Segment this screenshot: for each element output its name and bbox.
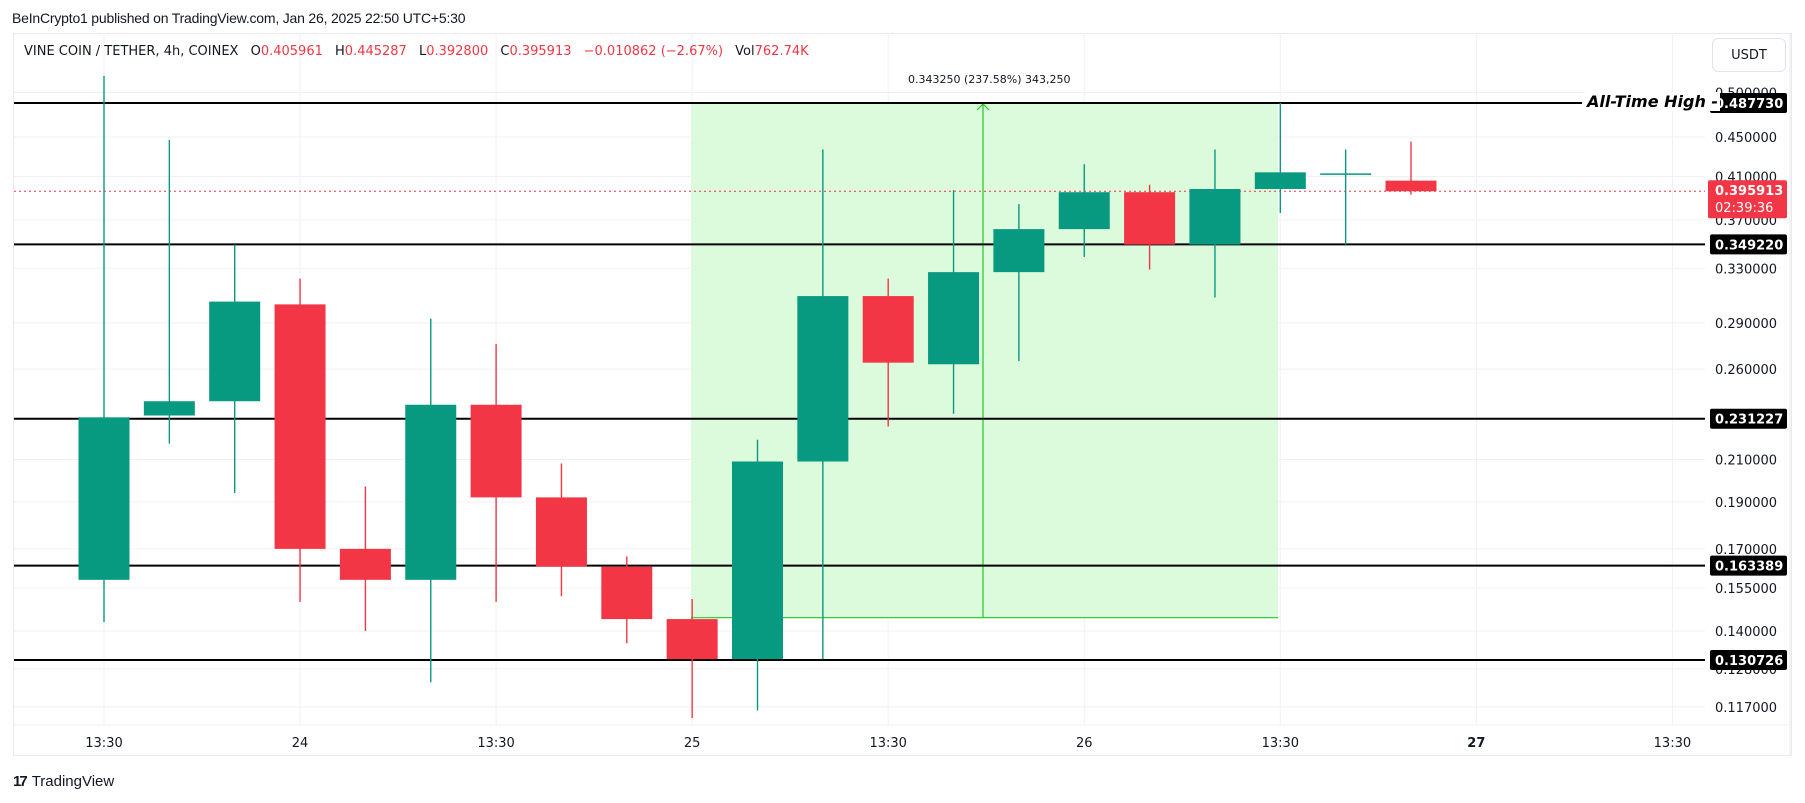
candle[interactable]	[1058, 164, 1110, 257]
low-value: 0.392800	[426, 44, 489, 59]
level-price-text: 0.349220	[1715, 238, 1783, 253]
candle-body	[666, 619, 718, 660]
time-tick-label: 25	[684, 736, 701, 751]
candle[interactable]	[535, 463, 587, 597]
level-price-badge	[1710, 555, 1787, 576]
candle[interactable]	[1320, 149, 1372, 245]
high-label: H	[335, 44, 345, 59]
volume-label: Vol	[735, 44, 755, 59]
price-tick-label: 0.290000	[1715, 317, 1777, 332]
symbol-name[interactable]: VINE COIN / TETHER, 4h, COINEX	[24, 44, 239, 59]
candle-body	[470, 404, 522, 498]
candle-body	[797, 296, 849, 462]
candle-body	[405, 404, 457, 580]
price-tick-label: 0.117000	[1715, 701, 1777, 716]
volume-value: 762.74K	[754, 44, 809, 59]
time-tick-label: 27	[1467, 736, 1485, 751]
candle-body	[274, 304, 326, 549]
price-tick-label: 0.190000	[1715, 496, 1777, 511]
candle[interactable]	[143, 139, 195, 444]
level-price-badge	[1710, 650, 1787, 670]
candle[interactable]	[601, 556, 653, 644]
candle-body	[339, 548, 391, 580]
footer-branding[interactable]: 17 TradingView	[13, 773, 114, 790]
candle[interactable]	[797, 149, 849, 660]
candle[interactable]	[78, 75, 130, 623]
price-tick-label: 0.170000	[1715, 543, 1777, 558]
time-tick-label: 13:30	[477, 736, 514, 751]
candle-body	[1320, 173, 1372, 175]
publish-info: BeInCrypto1 published on TradingView.com…	[12, 10, 466, 26]
candle-body	[1058, 192, 1110, 230]
candle-body	[1124, 192, 1176, 245]
time-tick-label: 13:30	[869, 736, 906, 751]
candle-body	[862, 296, 914, 363]
candle-body	[993, 229, 1045, 273]
price-tick-label: 0.330000	[1715, 262, 1777, 277]
low-label: L	[418, 44, 427, 59]
range-measure-box[interactable]	[691, 103, 1278, 618]
candle-body	[535, 497, 587, 567]
candle-body	[732, 461, 783, 660]
close-value: 0.395913	[509, 44, 572, 59]
candle-body	[1189, 189, 1241, 245]
range-measure-label: 0.343250 (237.58%) 343,250	[908, 73, 1071, 86]
candle-body	[601, 566, 653, 620]
level-price-badge	[1710, 93, 1787, 113]
candle[interactable]	[470, 343, 522, 602]
price-tick-label: 0.155000	[1715, 582, 1777, 597]
candle[interactable]	[666, 599, 718, 718]
candle[interactable]	[862, 278, 914, 427]
candle-body	[143, 401, 195, 416]
level-price-badge	[1710, 234, 1787, 255]
close-label: C	[500, 44, 510, 59]
change-value: −0.010862 (−2.67%)	[583, 44, 724, 59]
time-tick-label: 13:30	[85, 736, 122, 751]
time-tick-label: 13:30	[1262, 736, 1299, 751]
candle[interactable]	[1254, 103, 1306, 214]
all-time-high-label: All-Time High -	[1585, 92, 1721, 111]
candle-body	[78, 417, 130, 580]
level-price-badge	[1710, 408, 1787, 429]
candle-body	[1254, 172, 1306, 190]
open-value: 0.405961	[260, 44, 323, 59]
symbol-legend: VINE COIN / TETHER, 4h, COINEX O0.405961…	[24, 44, 809, 59]
candle[interactable]	[339, 486, 391, 632]
open-label: O	[250, 44, 261, 59]
candle-body	[209, 301, 261, 402]
candle[interactable]	[928, 190, 980, 414]
level-price-text: 0.130726	[1715, 654, 1783, 669]
price-tick-label: 0.140000	[1715, 625, 1777, 640]
candle-body	[1385, 180, 1437, 192]
price-tick-label: 0.450000	[1715, 131, 1777, 146]
brand-name: TradingView	[31, 773, 115, 790]
last-price-badge	[1708, 180, 1787, 219]
price-tick-label: 0.210000	[1715, 453, 1777, 468]
candle[interactable]	[1385, 141, 1437, 195]
candle[interactable]	[1189, 149, 1241, 298]
price-tick-label: 0.260000	[1715, 363, 1777, 378]
countdown-text: 02:39:36	[1715, 201, 1773, 216]
candle[interactable]	[1124, 184, 1176, 270]
time-tick-label: 24	[292, 736, 309, 751]
candle-body	[928, 272, 980, 365]
tradingview-logo-icon: 17	[13, 773, 28, 790]
level-price-text: 0.163389	[1715, 560, 1783, 575]
candle[interactable]	[274, 278, 326, 602]
level-price-text: 0.231227	[1715, 413, 1783, 428]
last-price-text: 0.395913	[1715, 184, 1783, 199]
candle[interactable]	[209, 244, 261, 494]
time-tick-label: 26	[1076, 736, 1093, 751]
level-price-text: 0.487730	[1715, 97, 1783, 112]
candle[interactable]	[993, 204, 1045, 362]
time-tick-label: 13:30	[1654, 736, 1691, 751]
candle[interactable]	[405, 318, 457, 683]
high-value: 0.445287	[344, 44, 407, 59]
chart-frame	[13, 33, 1792, 756]
currency-button[interactable]: USDT	[1712, 38, 1786, 72]
candle[interactable]	[732, 439, 783, 711]
